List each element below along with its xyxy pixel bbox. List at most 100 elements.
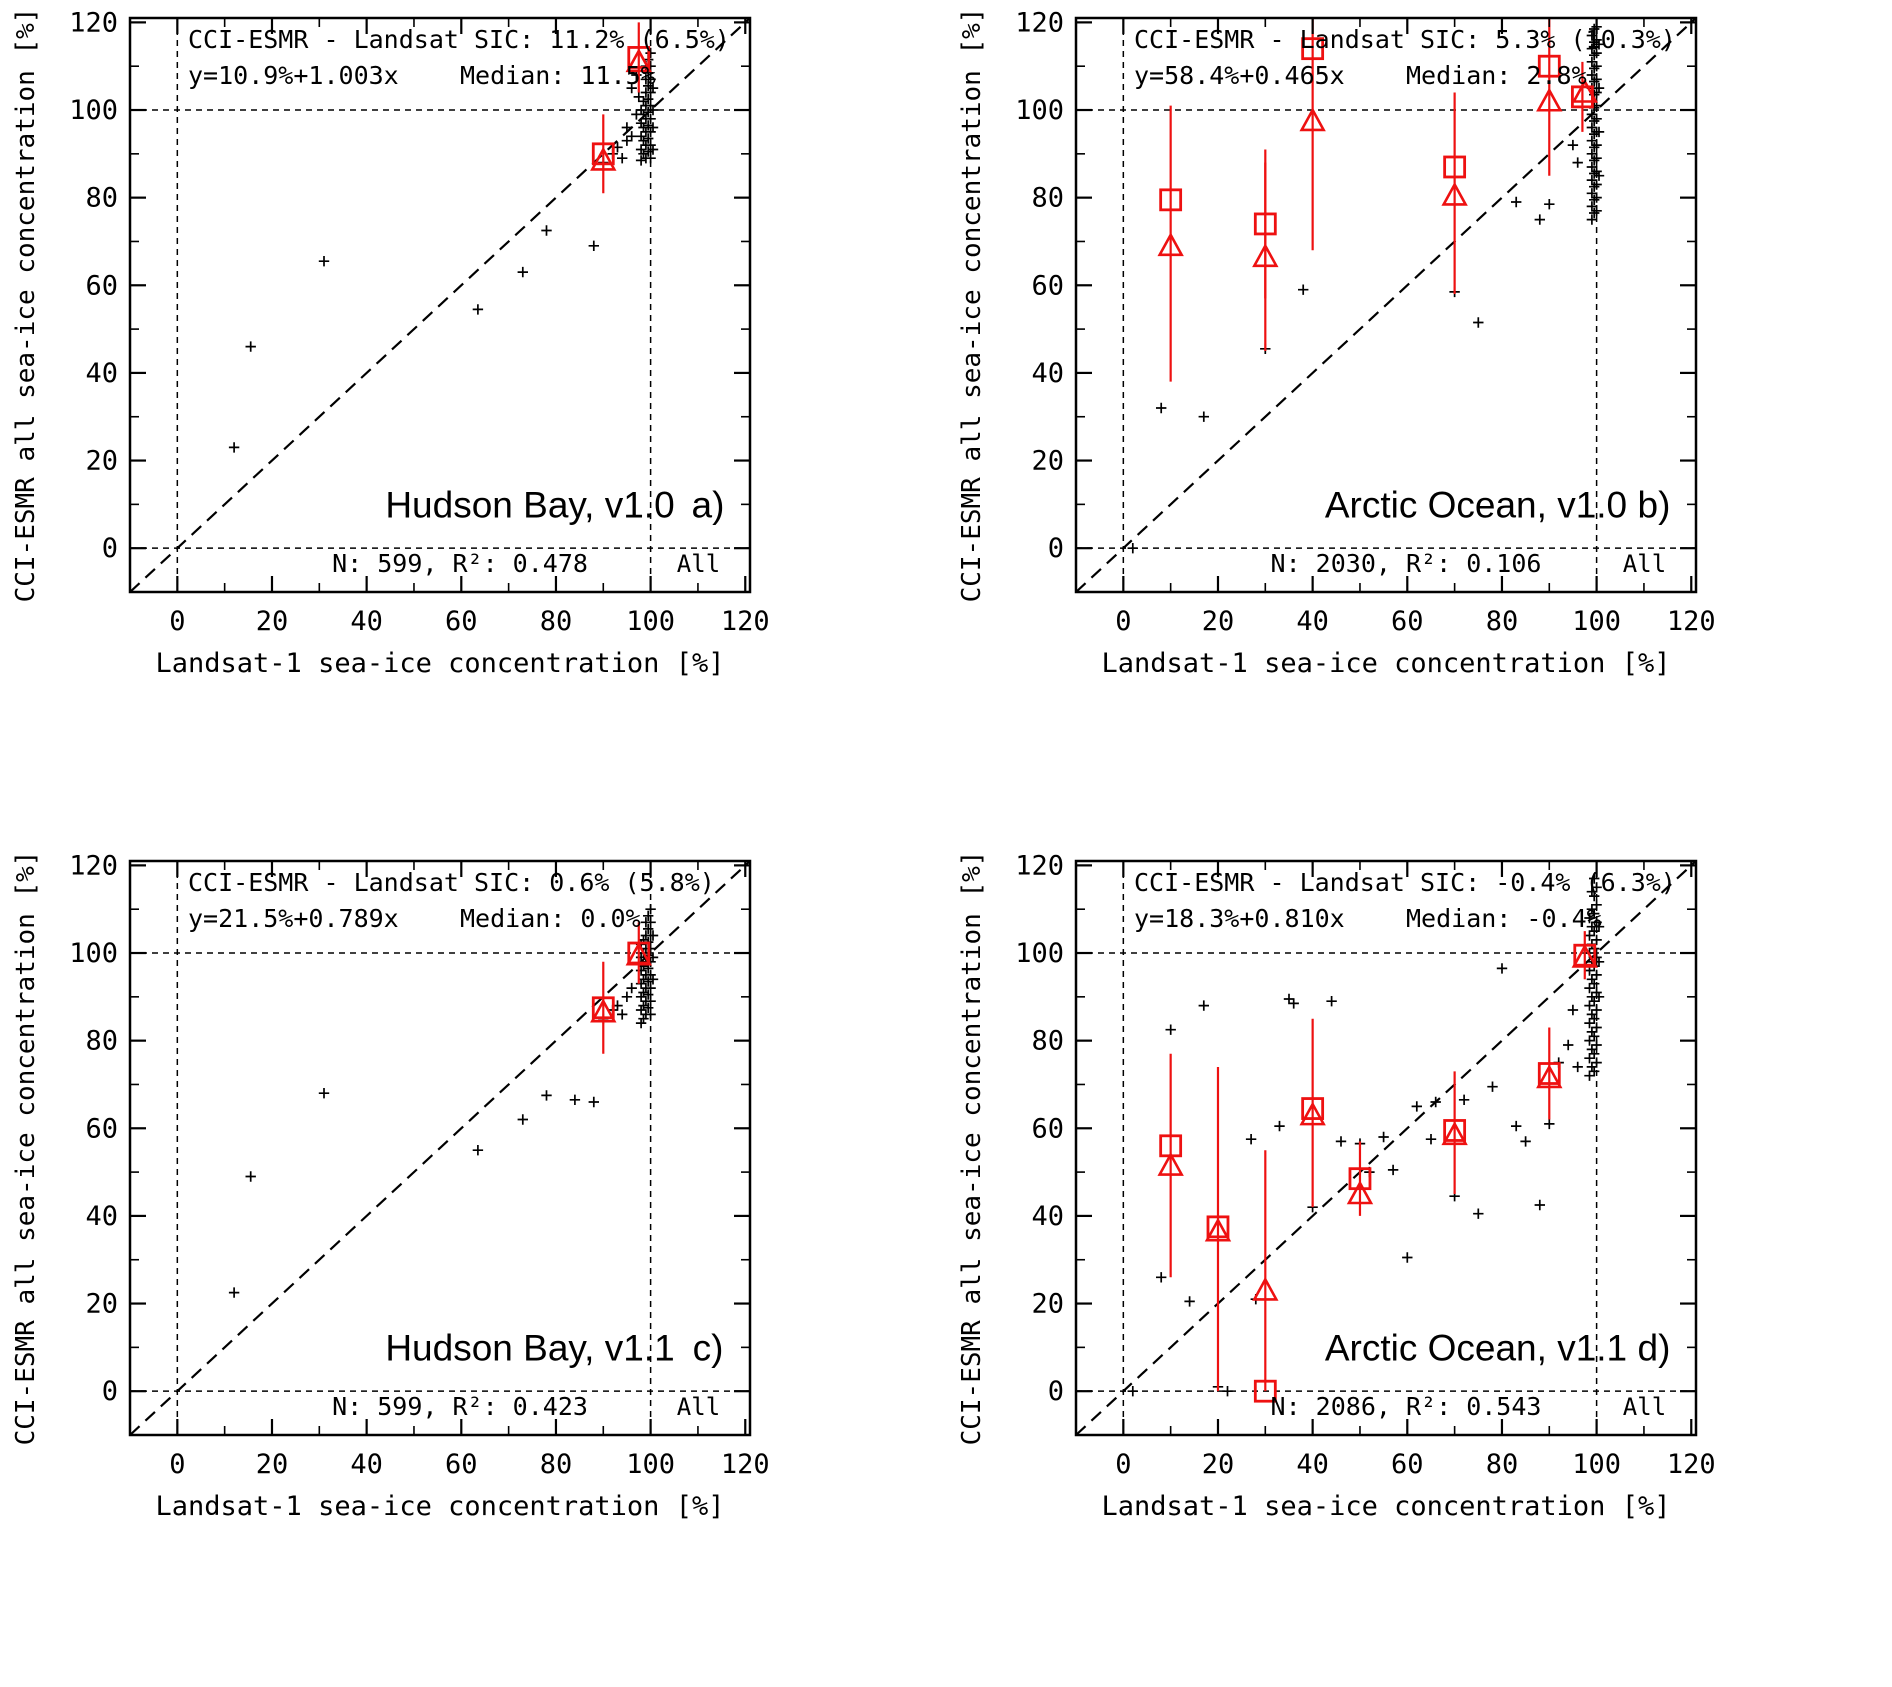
- panel-letter: d): [1638, 1328, 1671, 1369]
- bin-median-triangle: [625, 941, 652, 966]
- bin-mean-square: [1206, 1215, 1230, 1239]
- y-tick-label: 20: [85, 1289, 118, 1320]
- y-tick-label: 100: [1015, 938, 1064, 969]
- y-axis-label: CCI-ESMR all sea-ice concentration [%]: [957, 8, 987, 603]
- y-tick-label: 60: [85, 1113, 118, 1144]
- y-tick-label: 100: [1015, 95, 1064, 126]
- y-axis-label: CCI-ESMR all sea-ice concentration [%]: [957, 851, 987, 1446]
- stat-all-label: All: [1623, 1393, 1666, 1421]
- panel-letter: a): [692, 485, 725, 526]
- x-axis-label: Landsat-1 sea-ice concentration [%]: [156, 1491, 725, 1522]
- y-tick-label: 100: [69, 938, 118, 969]
- bin-median-triangle: [1299, 1101, 1326, 1126]
- x-tick-label: 100: [626, 1449, 675, 1480]
- plot-frame: [128, 16, 752, 594]
- bin-mean-square: [627, 46, 651, 69]
- y-tick-label: 60: [1031, 270, 1064, 301]
- y-tick-label: 0: [1048, 533, 1064, 564]
- bin-mean-square: [1348, 1167, 1372, 1191]
- stat-n-r2: N: 2086, R²: 0.543: [1271, 1392, 1542, 1421]
- y-tick-label: 40: [1031, 1201, 1064, 1232]
- stat-bias: CCI-ESMR - Landsat SIC: -0.4% (6.3%): [1134, 868, 1676, 897]
- x-tick-label: 100: [1572, 1449, 1621, 1480]
- x-tick-label: 120: [721, 606, 770, 637]
- bin-mean-square: [1537, 1062, 1561, 1085]
- stat-median: Median: 0.0%: [460, 904, 641, 933]
- stat-n-r2: N: 599, R²: 0.478: [332, 549, 588, 578]
- plot-frame: [1074, 16, 1698, 594]
- panel-title: Arctic Ocean, v1.0: [1325, 485, 1627, 526]
- bin-mean-square: [1443, 1119, 1467, 1142]
- y-tick-label: 80: [85, 1026, 118, 1057]
- y-tick-label: 120: [1015, 7, 1064, 38]
- stat-fit: y=18.3%+0.810x: [1134, 904, 1345, 933]
- x-tick-label: 80: [1486, 1449, 1519, 1480]
- scatter-points: [228, 904, 659, 1298]
- y-tick-label: 80: [85, 183, 118, 214]
- bin-mean-square: [1253, 1379, 1277, 1403]
- panel-letter: c): [693, 1328, 724, 1369]
- x-tick-label: 100: [1572, 606, 1621, 637]
- x-tick-label: 40: [1296, 1449, 1329, 1480]
- x-tick-label: 40: [350, 606, 383, 637]
- bin-mean-square: [1159, 188, 1183, 212]
- y-tick-label: 120: [69, 850, 118, 881]
- stat-n-r2: N: 599, R²: 0.423: [332, 1392, 588, 1421]
- scatter-points: [228, 47, 659, 453]
- bin-median-triangle: [1536, 87, 1563, 112]
- bin-median-triangle: [1157, 232, 1184, 257]
- bin-median-triangle: [1571, 943, 1598, 968]
- y-tick-label: 40: [85, 358, 118, 389]
- panel-title: Hudson Bay, v1.1: [385, 1328, 674, 1369]
- bin-mean-square: [1301, 37, 1325, 61]
- y-tick-label: 40: [85, 1201, 118, 1232]
- x-tick-label: 60: [445, 606, 478, 637]
- panel-letter: b): [1638, 485, 1671, 526]
- x-tick-label: 20: [256, 606, 289, 637]
- bin-median-triangle: [1157, 1151, 1184, 1176]
- x-tick-label: 20: [1202, 1449, 1235, 1480]
- bin-median-triangle: [590, 146, 617, 171]
- x-tick-label: 0: [1115, 606, 1131, 637]
- stat-fit: y=10.9%+1.003x: [188, 61, 399, 90]
- x-axis-label: Landsat-1 sea-ice concentration [%]: [156, 648, 725, 679]
- scatter-points: [1127, 21, 1605, 554]
- x-tick-label: 120: [1667, 1449, 1716, 1480]
- bin-median-triangle: [1299, 107, 1326, 132]
- x-tick-label: 60: [1391, 1449, 1424, 1480]
- bin-median-triangle: [1536, 1064, 1563, 1089]
- stat-bias: CCI-ESMR - Landsat SIC: 0.6% (5.8%): [188, 868, 715, 897]
- y-tick-label: 100: [69, 95, 118, 126]
- bin-median-triangle: [1204, 1217, 1232, 1242]
- bin-median-triangle: [1252, 243, 1279, 268]
- stat-median: Median: 11.5%: [460, 61, 656, 90]
- bin-median-triangle: [1346, 1180, 1374, 1205]
- y-tick-label: 40: [1031, 358, 1064, 389]
- x-tick-label: 0: [169, 1449, 185, 1480]
- plot-frame: [128, 859, 752, 1437]
- bin-mean-square: [1253, 212, 1277, 236]
- y-tick-label: 20: [1031, 446, 1064, 477]
- bin-mean-square: [591, 142, 615, 166]
- bin-median-triangle: [590, 998, 617, 1023]
- bin-median-triangle: [1441, 1121, 1468, 1146]
- stat-all-label: All: [677, 550, 720, 578]
- stat-median: Median: 2.8%: [1406, 61, 1587, 90]
- x-tick-label: 20: [256, 1449, 289, 1480]
- stat-median: Median: -0.4%: [1406, 904, 1602, 933]
- stat-all-label: All: [1623, 550, 1666, 578]
- stat-fit: y=21.5%+0.789x: [188, 904, 399, 933]
- x-tick-label: 0: [1115, 1449, 1131, 1480]
- panel-c-hudson-bay-v11-chart: CCI-ESMR - Landsat SIC: 0.6% (5.8%) y=21.…: [11, 850, 770, 1522]
- y-tick-label: 20: [85, 446, 118, 477]
- scatter-points: [1127, 873, 1605, 1397]
- panel-a-hudson-bay-v10-chart: CCI-ESMR - Landsat SIC: 11.2% (6.5%) y=10…: [11, 7, 770, 679]
- x-tick-label: 80: [540, 606, 573, 637]
- y-tick-label: 0: [1048, 1376, 1064, 1407]
- y-tick-label: 20: [1031, 1289, 1064, 1320]
- y-tick-label: 60: [1031, 1113, 1064, 1144]
- x-tick-label: 40: [350, 1449, 383, 1480]
- y-tick-label: 120: [1015, 850, 1064, 881]
- x-tick-label: 60: [445, 1449, 478, 1480]
